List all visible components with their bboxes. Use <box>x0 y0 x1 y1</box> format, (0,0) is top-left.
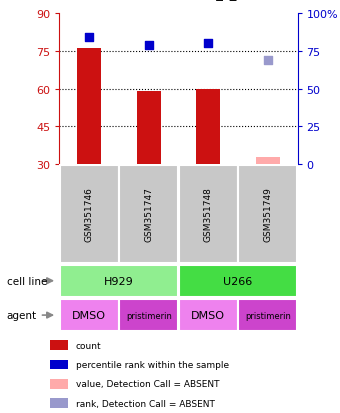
Bar <box>119 299 178 331</box>
Text: GSM351746: GSM351746 <box>85 187 94 242</box>
Text: count: count <box>75 341 101 350</box>
Bar <box>197 90 220 165</box>
Text: H929: H929 <box>104 276 134 286</box>
Text: U266: U266 <box>223 276 253 286</box>
Text: rank, Detection Call = ABSENT: rank, Detection Call = ABSENT <box>75 399 215 408</box>
Point <box>86 35 92 41</box>
Bar <box>238 166 297 263</box>
Text: GSM351747: GSM351747 <box>144 187 153 242</box>
Text: value, Detection Call = ABSENT: value, Detection Call = ABSENT <box>75 380 219 389</box>
Bar <box>179 166 238 263</box>
Bar <box>119 166 178 263</box>
Bar <box>256 157 279 165</box>
Bar <box>238 299 297 331</box>
Text: GSM351748: GSM351748 <box>204 187 213 242</box>
Text: pristimerin: pristimerin <box>126 311 172 320</box>
Bar <box>50 340 68 350</box>
Text: DMSO: DMSO <box>72 310 106 320</box>
Bar <box>60 299 119 331</box>
Text: percentile rank within the sample: percentile rank within the sample <box>75 360 229 369</box>
Bar <box>60 166 119 263</box>
Point <box>265 57 271 64</box>
Bar <box>50 379 68 389</box>
Bar <box>50 399 68 408</box>
Point <box>205 41 211 47</box>
Text: pristimerin: pristimerin <box>245 311 291 320</box>
Bar <box>50 360 68 370</box>
Bar <box>77 49 101 165</box>
Bar <box>60 265 178 297</box>
Text: DMSO: DMSO <box>191 310 225 320</box>
Bar <box>179 265 297 297</box>
Bar <box>137 92 160 165</box>
Bar <box>179 299 238 331</box>
Text: cell line: cell line <box>7 276 47 286</box>
Text: GSM351749: GSM351749 <box>263 187 272 242</box>
Point <box>146 43 152 49</box>
Text: agent: agent <box>7 310 37 320</box>
